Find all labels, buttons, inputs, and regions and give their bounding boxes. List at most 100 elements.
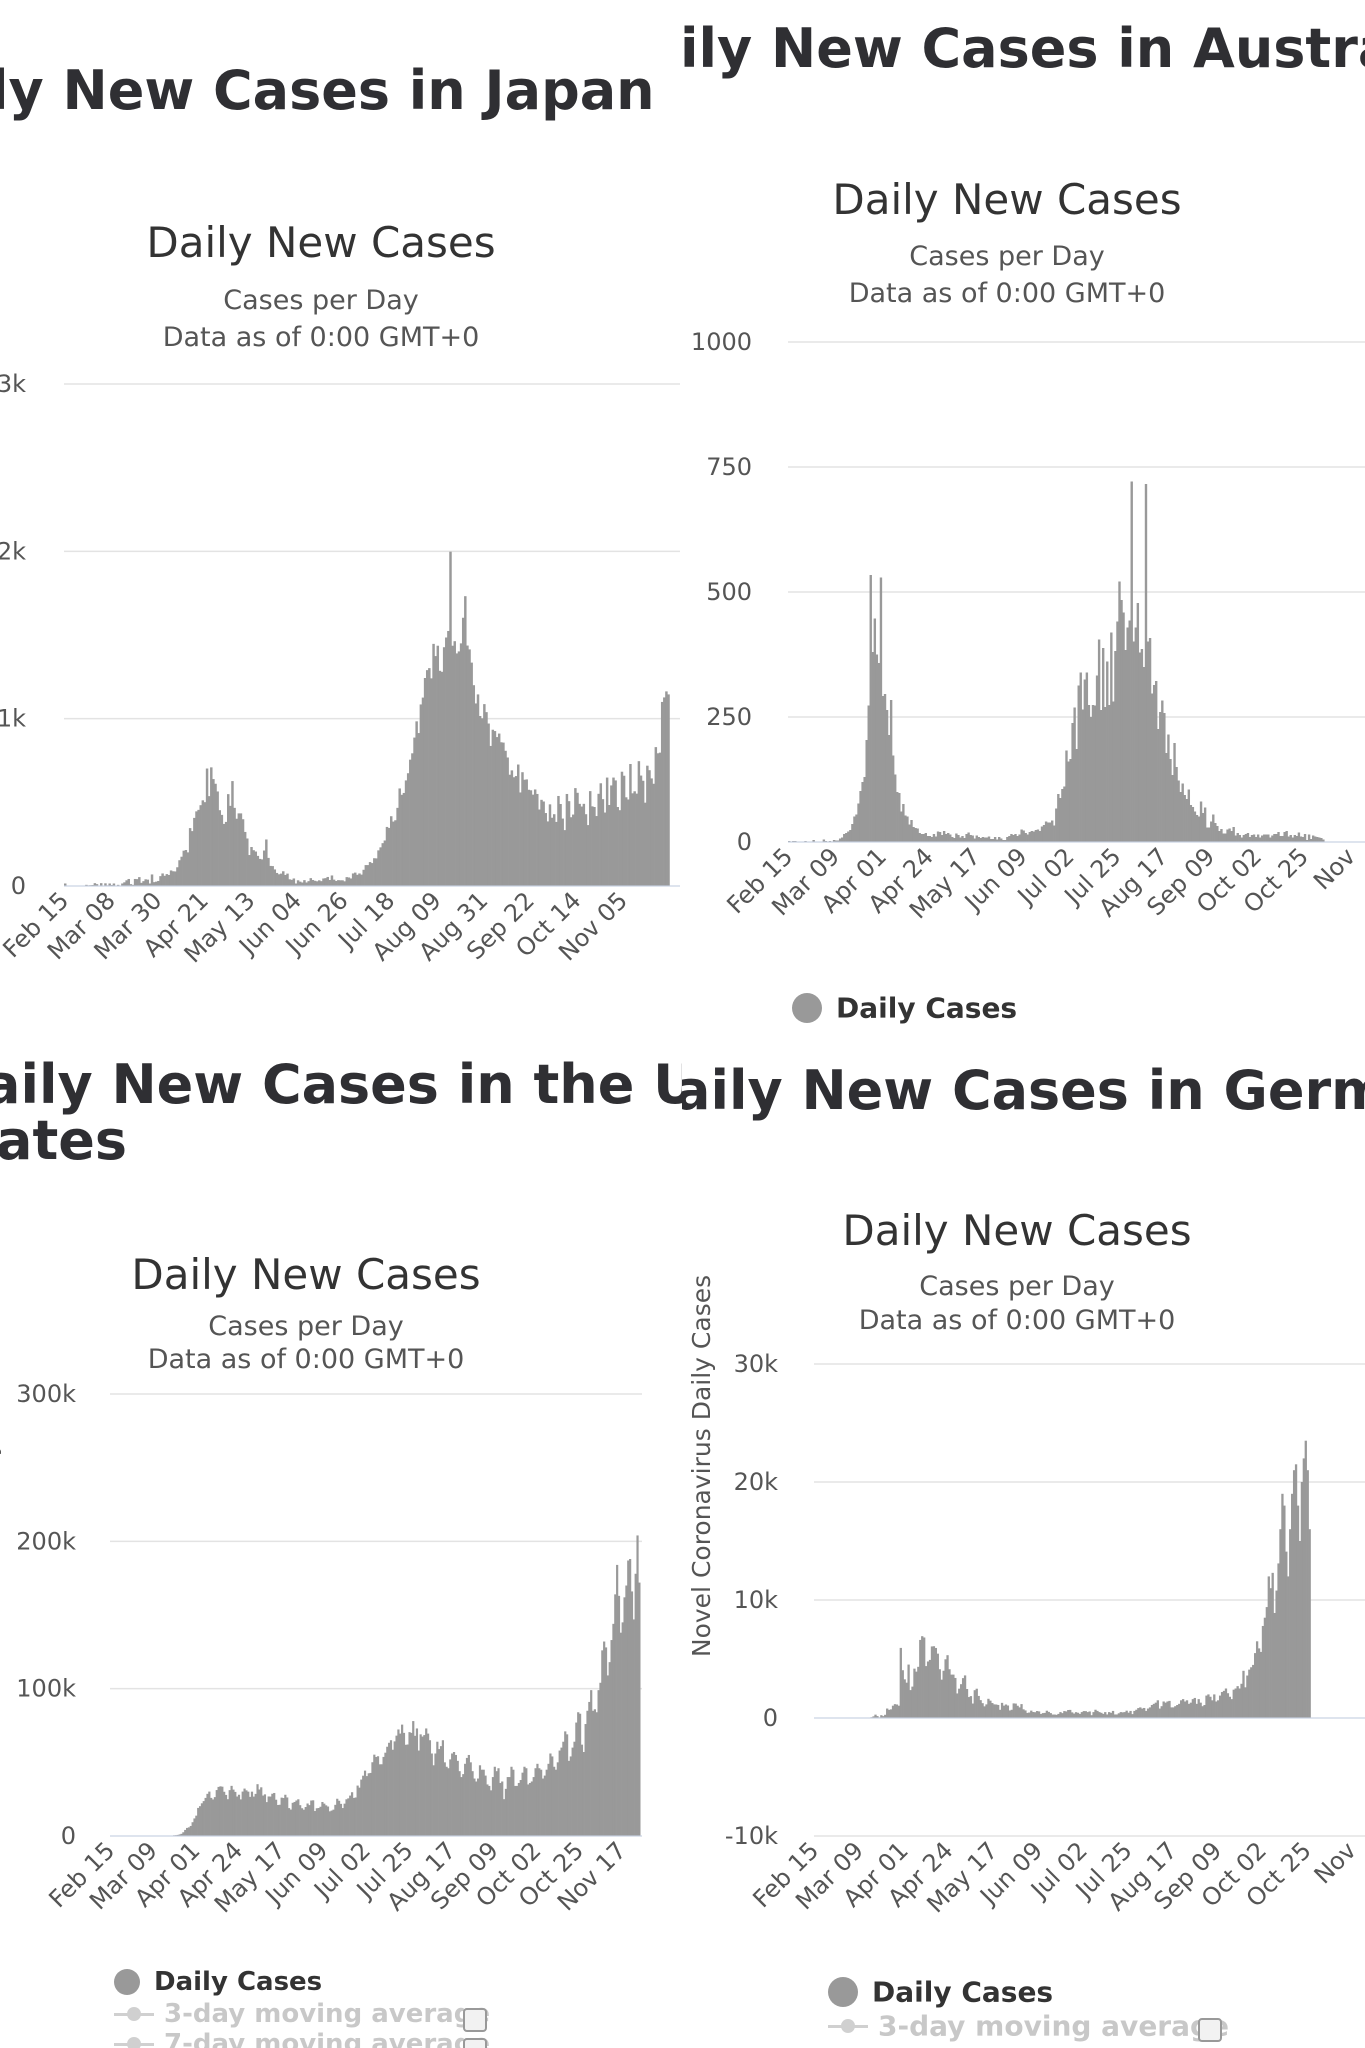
bar xyxy=(1014,1703,1017,1718)
bar xyxy=(998,837,1001,842)
bar xyxy=(1171,775,1174,842)
bar xyxy=(267,857,270,886)
legend-item-3-day-average[interactable]: 3-day moving average xyxy=(828,2008,1229,2043)
bar xyxy=(445,637,448,886)
bar xyxy=(1071,1712,1074,1718)
bar xyxy=(436,1741,439,1836)
bar xyxy=(924,833,927,842)
bar xyxy=(347,877,351,886)
bar xyxy=(1124,650,1127,842)
bar xyxy=(936,831,940,842)
bar xyxy=(1098,1712,1101,1718)
legend-item-7-day-average[interactable]: 7-day moving average xyxy=(114,2026,490,2048)
bar xyxy=(191,831,194,886)
toggle-3-day-checkbox[interactable] xyxy=(1198,2018,1222,2042)
bar xyxy=(1189,1702,1193,1718)
bar xyxy=(482,1769,485,1836)
bar xyxy=(667,694,670,886)
bar xyxy=(560,1747,563,1836)
bar xyxy=(845,833,848,842)
bar xyxy=(949,834,952,842)
bar xyxy=(1022,830,1025,842)
bar xyxy=(565,793,569,886)
bar xyxy=(414,1735,417,1836)
chart-title: Daily New Cases xyxy=(131,1250,481,1299)
bar xyxy=(532,1777,535,1836)
bar xyxy=(1254,837,1258,842)
bar xyxy=(1292,1470,1296,1718)
bar xyxy=(379,847,382,886)
bar xyxy=(169,870,173,886)
bar xyxy=(298,881,302,886)
legend-item-3-day-average[interactable]: 3-day moving average xyxy=(114,1996,490,2029)
legend-item-daily-cases[interactable]: Daily Cases xyxy=(792,990,1017,1025)
bar xyxy=(442,647,446,886)
bar xyxy=(902,804,905,842)
bar xyxy=(586,1710,589,1836)
bar xyxy=(339,880,342,886)
bar xyxy=(354,872,357,886)
bar xyxy=(1128,620,1131,842)
bar xyxy=(1314,836,1317,842)
bar xyxy=(213,1797,216,1836)
bar xyxy=(977,837,980,842)
bar xyxy=(529,790,533,886)
bar xyxy=(454,1754,457,1836)
legend-item-daily-cases[interactable]: Daily Cases xyxy=(114,1964,322,1997)
country-title: ily New Cases in Australia xyxy=(682,17,1365,80)
bar xyxy=(1008,1710,1011,1718)
bar xyxy=(1271,1572,1274,1718)
bar xyxy=(477,1778,480,1836)
bar xyxy=(345,1799,348,1836)
bar xyxy=(510,1766,513,1836)
bar xyxy=(514,776,518,886)
bar xyxy=(324,878,327,886)
bar xyxy=(521,772,524,886)
bar xyxy=(193,817,196,886)
legend-item-daily-cases[interactable]: Daily Cases xyxy=(828,1974,1053,2009)
bar xyxy=(1034,1712,1037,1718)
bar xyxy=(476,694,480,886)
bar xyxy=(1004,1704,1008,1718)
bar xyxy=(313,1811,317,1836)
bar xyxy=(187,1827,191,1836)
bar xyxy=(1306,1470,1309,1718)
bar xyxy=(1205,1695,1208,1718)
y-tick-label: 0 xyxy=(737,828,752,856)
bar xyxy=(495,737,499,886)
bar xyxy=(1181,783,1184,842)
bar xyxy=(1042,825,1046,842)
bar xyxy=(855,814,858,842)
bar xyxy=(901,1670,904,1718)
bar xyxy=(246,838,249,886)
bar xyxy=(1205,827,1209,842)
panel-united-states: aily New Cases in the United ates Daily … xyxy=(0,1050,682,2048)
bar xyxy=(461,617,465,886)
toggle-3-day-checkbox[interactable] xyxy=(463,2008,487,2032)
bar xyxy=(993,1704,996,1718)
bar xyxy=(241,1791,244,1836)
bar xyxy=(325,1805,328,1836)
bar xyxy=(214,783,217,886)
line-marker-icon xyxy=(114,2006,154,2021)
bar xyxy=(1125,1710,1128,1718)
bar xyxy=(928,836,932,842)
bar xyxy=(542,801,545,886)
bar xyxy=(1215,1701,1218,1718)
toggle-7-day-checkbox[interactable] xyxy=(463,2038,487,2048)
bar xyxy=(241,819,245,886)
bar xyxy=(116,884,120,886)
legend-marker-icon xyxy=(828,1977,858,2007)
bar xyxy=(178,1834,181,1836)
bar xyxy=(301,882,304,886)
bar xyxy=(1104,707,1107,842)
bar xyxy=(138,877,141,886)
bar xyxy=(1273,834,1276,842)
bar xyxy=(616,1564,619,1836)
bar xyxy=(861,782,864,842)
bar xyxy=(278,1804,281,1836)
bar xyxy=(176,1834,179,1836)
bar xyxy=(977,1695,980,1718)
bar xyxy=(1101,648,1105,842)
bar xyxy=(506,757,509,886)
